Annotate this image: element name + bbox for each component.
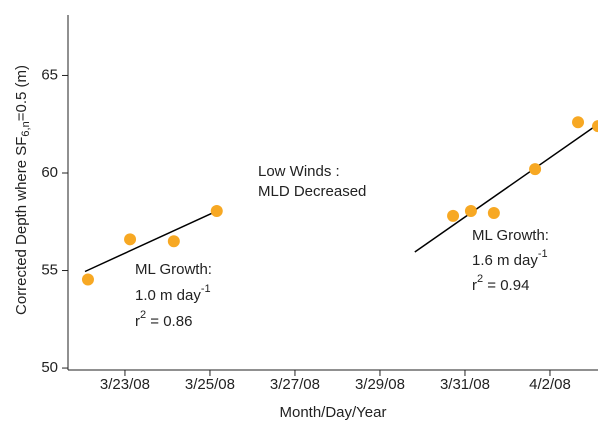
point [572,116,585,129]
annotation-sup: 2 [477,273,483,285]
y-title-main: Corrected Depth where SF [13,137,30,315]
fit-line [84,210,218,273]
annotation-text: MLD Decreased [258,183,366,200]
x-tick-label: 4/2/08 [529,376,571,393]
fit-line [414,123,598,253]
x-tick-label: 3/31/08 [440,376,490,393]
annotation-sup: 2 [140,309,146,321]
annotation-text: ML Growth: [135,261,212,278]
point [487,206,500,219]
x-tick-label: 3/25/08 [185,376,235,393]
point [81,273,94,286]
x-tick-label: 3/27/08 [270,376,320,393]
point [447,209,460,222]
point [124,233,137,246]
y-title-sub: 6,n [20,121,32,136]
annotation-text: 1.6 m day [472,252,538,269]
point [464,205,477,218]
annotation-sup: -1 [538,248,548,260]
annotation-text: r [472,277,477,294]
annotation-text: ML Growth: [472,227,549,244]
annotation: Low Winds : [258,163,340,180]
x-tick-label: 3/23/08 [100,376,150,393]
point [210,205,223,218]
y-tick-label: 55 [41,261,58,278]
x-axis-title: Month/Day/Year [279,404,386,421]
annotation: 1.0 m day-1 [135,283,211,304]
y-title-rest: =0.5 (m) [13,65,30,121]
annotation: ML Growth: [135,261,212,278]
y-tick-label: 65 [41,66,58,83]
annotation: MLD Decreased [258,183,366,200]
y-tick-label: 60 [41,164,58,181]
x-tick-label: 3/29/08 [355,376,405,393]
annotation-text: = 0.86 [146,313,192,330]
annotation-sup: -1 [201,283,211,295]
annotation: 1.6 m day-1 [472,248,548,269]
annotation: r2 = 0.94 [472,273,529,294]
point [529,163,542,176]
annotation-text: 1.0 m day [135,287,201,304]
y-tick-label: 50 [41,359,58,376]
y-axis-title: Corrected Depth where SF6,n=0.5 (m) [13,65,32,315]
point [167,235,180,248]
annotation: ML Growth: [472,227,549,244]
point [592,120,598,133]
annotation: r2 = 0.86 [135,309,192,330]
annotation-text: = 0.94 [483,277,529,294]
annotation-text: Low Winds : [258,163,340,180]
annotation-text: r [135,313,140,330]
